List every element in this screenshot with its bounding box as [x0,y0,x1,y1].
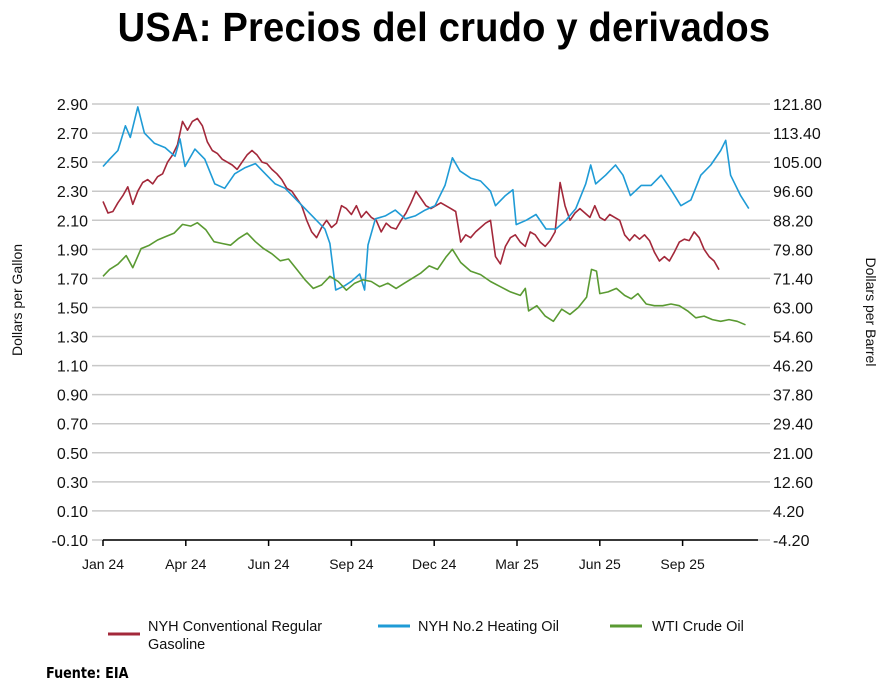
x-tick-label: Dec 24 [412,556,457,572]
left-tick-label: 0.10 [57,504,88,521]
series-line-gasoline [102,117,720,271]
left-tick-label: 2.70 [57,126,88,143]
page-title: USA: Precios del crudo y derivados [117,4,771,50]
x-tick-label: Jun 24 [248,556,290,572]
right-tick-label: 54.60 [773,330,813,347]
left-tick-label: 0.30 [57,475,88,492]
legend: NYH Conventional Regular Gasoline NYH No.2… [108,619,744,653]
right-tick-label: 29.40 [773,417,813,434]
left-axis-title: Dollars per Gallon [9,244,25,356]
right-axis-ticks: 121.80 113.40 105.00 96.60 88.20 79.80 71.40 63… [773,97,822,550]
right-tick-label: 113.40 [773,126,821,143]
left-tick-label: 1.30 [57,330,88,347]
right-tick-label: 96.60 [773,184,813,201]
x-tick-label: Sep 24 [329,556,374,572]
right-tick-label: -4.20 [773,533,810,550]
x-tick-label: Apr 24 [165,556,206,572]
series-line-heating-oil [102,106,750,291]
right-tick-label: 46.20 [773,359,813,376]
left-tick-label: 1.10 [57,359,88,376]
legend-item: NYH No.2 Heating Oil [378,619,559,635]
x-tick-label: Jan 24 [82,556,124,572]
right-tick-label: 105.00 [773,155,822,172]
left-tick-label: 1.90 [57,242,88,259]
left-tick-label: -0.10 [52,533,89,550]
right-tick-label: 21.00 [773,446,813,463]
legend-label: WTI Crude Oil [652,619,744,635]
series-line-wti-crude [102,221,746,326]
legend-label: NYH Conventional Regular Gasoline [148,619,322,653]
left-tick-label: 2.90 [57,97,88,114]
right-tick-label: 63.00 [773,300,813,317]
right-tick-label: 4.20 [773,504,804,521]
right-tick-label: 71.40 [773,271,813,288]
left-tick-label: 0.70 [57,417,88,434]
left-tick-label: 2.50 [57,155,88,172]
series-lines [102,106,750,326]
source-note: Fuente: EIA [46,664,129,682]
left-tick-label: 1.50 [57,300,88,317]
x-tick-label: Mar 25 [495,556,539,572]
legend-item: WTI Crude Oil [610,619,744,635]
left-tick-label: 0.50 [57,446,88,463]
right-tick-label: 79.80 [773,242,813,259]
right-tick-label: 88.20 [773,213,813,230]
left-tick-label: 2.30 [57,184,88,201]
x-axis: Jan 24 Apr 24 Jun 24 Sep 24 Dec 24 Mar 25 Jun … [82,539,758,572]
left-tick-label: 0.90 [57,388,88,405]
x-tick-label: Jun 25 [579,556,621,572]
right-axis-title: Dollars per Barrel [863,258,879,367]
right-tick-label: 12.60 [773,475,813,492]
legend-item: NYH Conventional Regular Gasoline [108,619,322,653]
x-tick-label: Sep 25 [660,556,705,572]
legend-label: NYH No.2 Heating Oil [418,619,559,635]
gridlines [92,103,770,541]
left-tick-label: 1.70 [57,271,88,288]
right-tick-label: 121.80 [773,97,822,114]
left-axis-ticks: 2.90 2.70 2.50 2.30 2.10 1.90 1.70 1.50 1.30 1.10… [52,97,89,550]
right-tick-label: 37.80 [773,388,813,405]
left-tick-label: 2.10 [57,213,88,230]
